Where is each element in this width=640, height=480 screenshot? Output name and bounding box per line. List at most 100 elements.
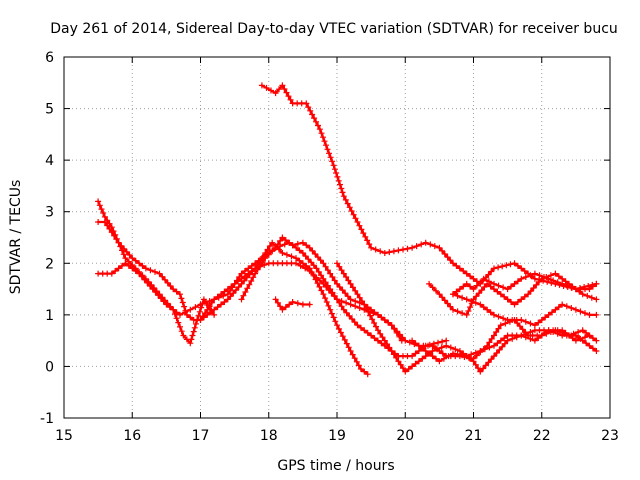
data-point-marker [419,345,426,352]
data-point-marker [393,354,400,361]
data-point-marker [419,355,426,362]
data-point-marker [238,280,245,287]
data-point-marker [299,239,306,246]
data-point-marker [248,278,255,284]
data-point-marker [433,355,439,362]
data-point-marker [331,277,338,284]
data-point-marker [340,306,347,313]
data-point-marker [386,249,393,256]
y-tick-label: -1 [40,411,54,427]
data-point-marker [478,287,485,294]
data-point-marker [545,275,552,282]
data-point-marker [519,326,526,333]
data-point-marker [586,332,593,339]
data-point-marker [459,294,466,301]
data-point-marker [218,301,224,308]
series-track-5 [197,239,371,378]
data-point-marker [166,304,173,311]
data-point-marker [480,365,487,372]
data-point-marker [122,260,129,267]
data-point-marker [240,292,247,299]
data-point-marker [384,341,391,348]
data-point-marker [293,260,299,267]
data-point-marker [369,316,376,323]
data-point-marker [374,337,381,344]
data-point-marker [341,336,348,343]
data-point-marker [435,339,441,346]
data-point-marker [323,299,330,305]
data-point-marker [593,337,600,344]
data-point-marker [182,309,189,316]
data-point-marker [409,244,416,251]
data-point-marker [279,234,286,241]
data-point-marker [480,275,487,282]
data-point-marker [318,287,325,294]
data-point-marker [488,356,495,363]
data-point-marker [477,348,484,354]
data-point-marker [230,290,237,297]
data-point-marker [318,130,325,137]
data-point-marker [112,268,119,274]
data-point-marker [381,250,388,256]
data-point-marker [491,311,497,318]
data-point-marker [527,329,534,335]
data-point-marker [409,363,416,370]
data-point-marker [527,272,534,279]
data-point-marker [335,325,342,332]
data-point-marker [250,274,257,281]
data-point-marker [349,316,355,322]
data-point-marker [197,317,204,323]
data-point-marker [294,300,301,307]
data-point-marker [132,257,139,264]
data-point-marker [324,146,331,153]
data-point-marker [356,222,363,229]
data-point-marker [136,260,143,267]
data-point-marker [491,265,497,272]
data-point-marker [497,291,504,298]
data-point-marker [241,277,248,284]
data-point-marker [497,322,504,329]
data-point-marker [443,342,450,349]
series-line [97,241,448,358]
data-point-marker [491,286,497,293]
data-point-marker [533,281,540,288]
data-point-marker [559,327,566,334]
data-point-marker [227,287,234,294]
data-point-marker [550,277,557,284]
data-point-marker [138,273,145,280]
data-point-marker [334,280,340,287]
chart-title: Day 261 of 2014, Sidereal Day-to-day VTE… [50,21,618,37]
data-point-marker [497,337,504,344]
data-point-marker [347,348,354,354]
data-point-marker [299,250,306,256]
data-point-marker [272,296,279,303]
data-point-marker [390,351,397,358]
data-point-marker [283,89,290,96]
data-point-marker [352,215,359,222]
data-point-marker [187,314,194,321]
data-point-marker [538,332,545,339]
data-point-marker [495,325,502,332]
data-point-marker [259,259,266,265]
data-point-marker [188,336,195,343]
data-point-marker [496,346,503,353]
data-point-marker [283,251,290,258]
data-point-marker [347,301,354,308]
data-point-marker [321,138,328,145]
data-point-marker [501,335,508,342]
data-point-marker [192,320,199,327]
data-point-marker [412,340,419,347]
data-point-marker [363,305,370,312]
data-point-marker [459,310,466,317]
data-point-marker [456,286,463,293]
data-point-marker [486,344,493,351]
y-tick-label: 3 [45,205,54,221]
data-point-marker [545,311,552,318]
data-point-marker [327,286,334,293]
data-point-marker [477,301,484,308]
data-point-marker [343,274,350,280]
data-point-marker [511,260,518,267]
data-point-marker [162,276,168,283]
data-point-marker [427,241,434,248]
data-point-marker [541,274,547,280]
